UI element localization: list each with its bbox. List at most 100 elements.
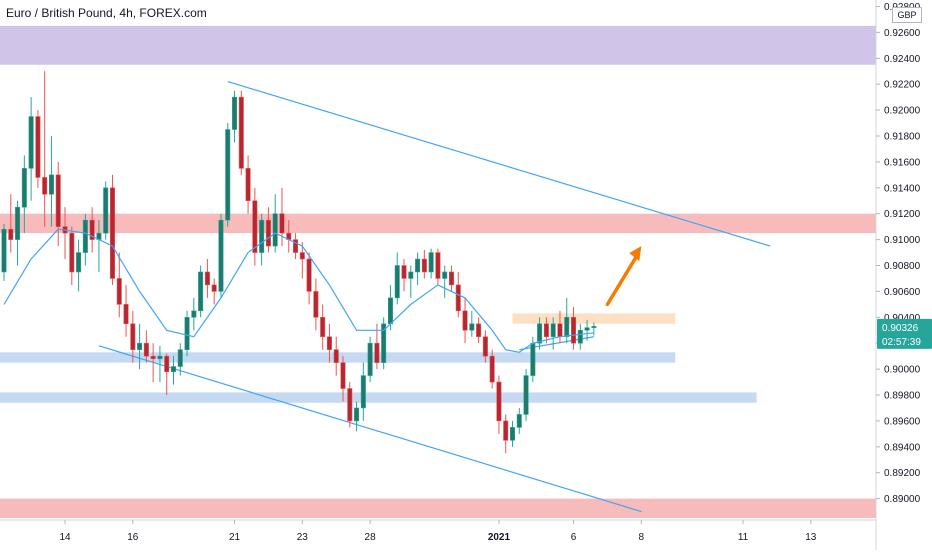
candle-body: [184, 317, 190, 350]
candle: [482, 330, 488, 363]
candle-body: [387, 297, 393, 325]
x-tick-label: 8: [639, 532, 645, 543]
candle-body: [177, 349, 183, 367]
zone-zoneRed: [0, 213, 876, 234]
x-tick-label: 2021: [488, 532, 511, 543]
candle-body: [1, 228, 7, 273]
candle-body: [360, 375, 366, 409]
y-tick-label: 0.89200: [884, 468, 921, 479]
candle-body: [543, 323, 549, 338]
candle-body: [401, 265, 407, 279]
candle-body: [143, 342, 149, 357]
candle: [448, 265, 454, 292]
candle: [130, 310, 136, 363]
candle: [516, 407, 522, 434]
candle-body: [306, 258, 312, 292]
candle: [489, 349, 495, 389]
candle-body: [394, 265, 400, 299]
candle-body: [462, 310, 468, 331]
arrow-head: [629, 246, 642, 262]
plot-group: [0, 25, 876, 519]
candle: [8, 194, 14, 253]
y-tick-label: 0.90000: [884, 365, 921, 376]
candle-body: [347, 388, 353, 422]
candle-body: [293, 239, 299, 253]
candle-body: [421, 258, 427, 273]
candle-body: [313, 291, 319, 318]
candle-body: [35, 116, 41, 178]
candle-body: [299, 252, 305, 260]
x-tick-label: 16: [127, 532, 139, 543]
candle: [326, 323, 332, 363]
candle: [116, 252, 122, 318]
candle-body: [42, 177, 48, 195]
candle: [198, 265, 204, 318]
candle: [394, 252, 400, 305]
candle-body: [272, 213, 278, 247]
y-tick-label: 0.92400: [884, 54, 921, 65]
x-tick-label: 28: [365, 532, 377, 543]
candle-body: [428, 252, 434, 273]
candle: [408, 265, 414, 298]
currency-badge[interactable]: GBP: [892, 7, 922, 23]
y-tick-label: 0.91600: [884, 157, 921, 168]
candle: [137, 323, 143, 370]
candle: [543, 317, 549, 344]
candle: [218, 213, 224, 298]
candle-body: [8, 228, 14, 240]
candle-body: [150, 355, 156, 360]
candle: [333, 336, 339, 376]
candle-body: [76, 252, 82, 273]
candle-body: [191, 310, 197, 318]
x-tick-label: 6: [571, 532, 577, 543]
trendline-0: [227, 81, 771, 247]
last-price-tag: [877, 318, 932, 349]
candle-body: [340, 362, 346, 389]
candle: [476, 317, 482, 344]
candle: [164, 353, 170, 396]
candle-body: [503, 420, 509, 441]
candle-body: [381, 323, 387, 363]
candle: [537, 317, 543, 350]
candle: [238, 90, 244, 175]
candle-body: [265, 219, 271, 247]
candle: [360, 362, 366, 421]
y-tick-label: 0.91800: [884, 131, 921, 142]
candle: [293, 233, 299, 260]
zone-zoneRed: [0, 498, 876, 519]
candle: [177, 343, 183, 376]
candle: [35, 110, 41, 188]
zone-zoneBlue: [0, 392, 757, 403]
y-tick-label: 0.89400: [884, 442, 921, 453]
candle-body: [516, 414, 522, 428]
chart-title: Euro / British Pound, 4h, FOREX.com: [6, 6, 207, 20]
candle-body: [238, 96, 244, 169]
candle-body: [354, 407, 360, 422]
candle-body: [455, 284, 461, 312]
candle-body: [109, 187, 115, 279]
candle-body: [69, 232, 75, 273]
candle: [204, 259, 210, 298]
candle-body: [123, 304, 129, 325]
candle: [76, 239, 82, 292]
zone-zoneOrange: [512, 313, 676, 324]
candle: [509, 420, 515, 447]
candle: [577, 323, 583, 350]
candle-body: [28, 116, 34, 169]
candle: [462, 297, 468, 344]
candle-body: [137, 342, 143, 350]
arrow-shaft: [605, 253, 640, 307]
y-tick-label: 0.91400: [884, 183, 921, 194]
candle-body: [259, 219, 265, 253]
candle-body: [333, 349, 339, 363]
candle: [496, 375, 502, 434]
candle: [103, 181, 109, 240]
x-tick-label: 13: [805, 532, 817, 543]
candle-body: [225, 129, 231, 221]
candle: [225, 123, 231, 227]
candle-body: [367, 342, 373, 376]
candle-body: [496, 381, 502, 422]
candle: [259, 213, 265, 266]
